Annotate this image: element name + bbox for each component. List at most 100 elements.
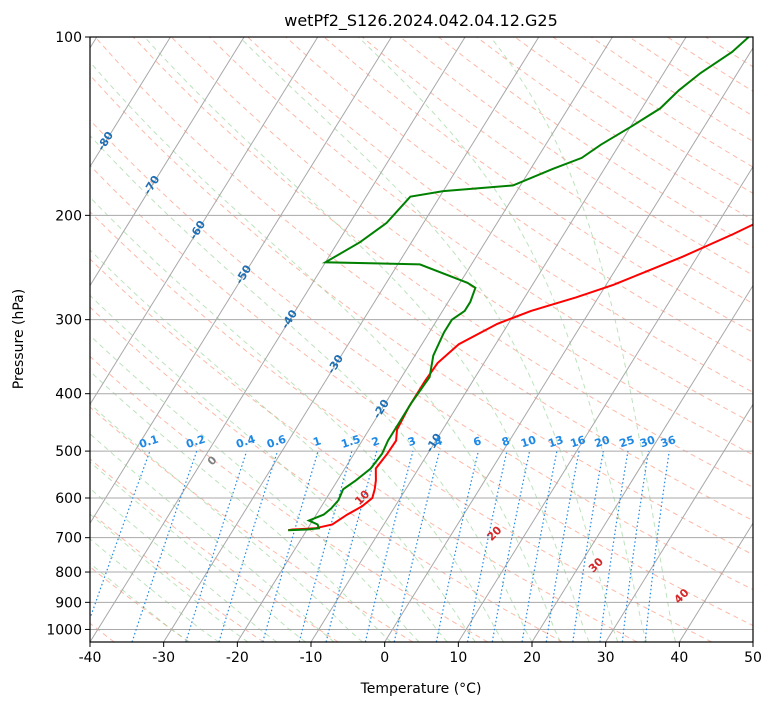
mixing-ratio-line [364,450,414,642]
mixing-ratio-label: 2 [370,434,381,449]
mixing-ratio-label: 36 [659,433,678,450]
x-tick-label: 20 [523,650,541,666]
dry-adiabat [90,458,339,642]
chart-title: wetPf2_S126.2024.042.04.12.G25 [284,11,558,31]
moist-adiabat [90,249,476,642]
isotherm-line [90,37,171,168]
moist-adiabat [239,37,619,642]
mixing-ratio-line [218,450,279,642]
x-tick-label: -10 [300,650,323,666]
isotherm-line [678,522,753,642]
moist-adiabat [357,37,648,642]
moist-adiabat [144,37,590,642]
y-axis: 100 200 300 400 500 600 700 800 900 1000 [46,30,90,638]
dry-adiabat [90,164,753,627]
dry-adiabat [90,119,753,591]
dry-adiabat [90,211,712,642]
isotherm-grid [90,37,753,642]
mixing-ratio-lines [90,450,670,642]
y-tick-label: 700 [55,531,82,547]
y-tick-label: 100 [55,30,82,46]
x-tick-label: 50 [744,650,762,666]
isotherm-line [384,46,753,642]
isotherm-line [90,37,245,287]
mixing-ratio-label: 25 [618,433,637,450]
moist-adiabats [90,37,677,642]
moist-adiabat [90,61,561,642]
dry-adiabat [247,37,753,393]
mixing-ratio-label: 0.2 [184,433,207,451]
x-tick-label: 40 [670,650,688,666]
dewpoint-line [288,37,750,532]
mixing-ratio-line [393,450,441,642]
x-tick-label: -20 [226,650,249,666]
y-tick-label: 500 [55,444,82,460]
dry-adiabat [323,37,753,334]
mixing-ratio-label: 6 [472,434,484,449]
mixing-ratio-label: 1.5 [340,433,363,451]
isotherm-line [457,165,753,642]
mixing-ratio-label: 20 [593,433,612,450]
x-tick-label: 0 [380,650,389,666]
x-tick-label: -40 [79,650,102,666]
mixing-ratio-line [131,450,198,642]
mixing-ratio-label: 13 [547,433,566,450]
x-tick-label: 30 [597,650,615,666]
mixing-ratio-label: 10 [519,433,538,450]
y-tick-label: 600 [55,491,82,507]
plot-frame [89,36,754,643]
moist-adiabat [90,294,448,642]
dry-adiabat [90,511,264,642]
mixing-ratio-line [90,450,151,621]
mixing-ratio-line [185,450,248,642]
moist-adiabat [90,487,278,642]
mixing-ratio-line [572,450,604,642]
mixing-ratio-label: 16 [569,433,588,450]
mixing-ratio-line [621,451,650,642]
mixing-ratio-label: 0.4 [234,432,257,450]
y-tick-label: 900 [55,595,82,611]
temperature-line [288,223,753,532]
mixing-ratio-line [435,450,479,642]
mixing-ratio-line [644,451,670,642]
mixing-ratio-line [325,450,378,642]
mixing-ratio-line [262,450,319,642]
x-axis-title: Temperature (°C) [360,681,482,697]
isobar-grid [90,37,753,630]
mixing-ratio-label: 1 [311,434,322,449]
y-tick-label: 1000 [46,622,82,638]
mixing-ratio-labels: 0.1 0.2 0.4 0.6 1 1.5 2 3 4 6 8 10 13 16 20 25 30 36 [138,432,678,451]
mixing-ratio-label: 3 [406,434,417,449]
dry-adiabat [94,37,753,522]
y-tick-label: 300 [55,313,82,329]
y-tick-label: 400 [55,387,82,403]
isotherm-line [90,37,319,406]
isotherm-line [531,284,753,642]
mixing-ratio-label: 0.1 [138,433,161,451]
y-tick-label: 800 [55,565,82,581]
mixing-ratio-label: 0.6 [265,432,288,450]
x-axis: -40 -30 -20 -10 0 10 20 30 40 50 [79,642,762,666]
moist-adiabat [490,37,677,642]
x-tick-label: -30 [152,650,175,666]
moist-adiabat [90,134,533,642]
y-axis-title: Pressure (hPa) [11,289,27,389]
mixing-ratio-label: 4 [433,434,445,449]
isotherm-line [605,403,753,642]
moist-adiabat [90,403,363,642]
isotherm-line [90,37,466,642]
isotherm-line [310,37,687,642]
moist-adiabat [90,370,392,642]
moist-adiabat [90,196,505,642]
sounding-profiles [288,37,753,532]
mixing-ratio-line [599,450,629,642]
y-tick-label: 200 [55,208,82,224]
isotherm-line [163,37,540,642]
isotherm-line [90,37,392,525]
dry-adiabat [90,306,563,642]
x-tick-label: 10 [449,650,467,666]
dry-adiabat [90,355,488,642]
mixing-ratio-label: 8 [500,434,511,449]
